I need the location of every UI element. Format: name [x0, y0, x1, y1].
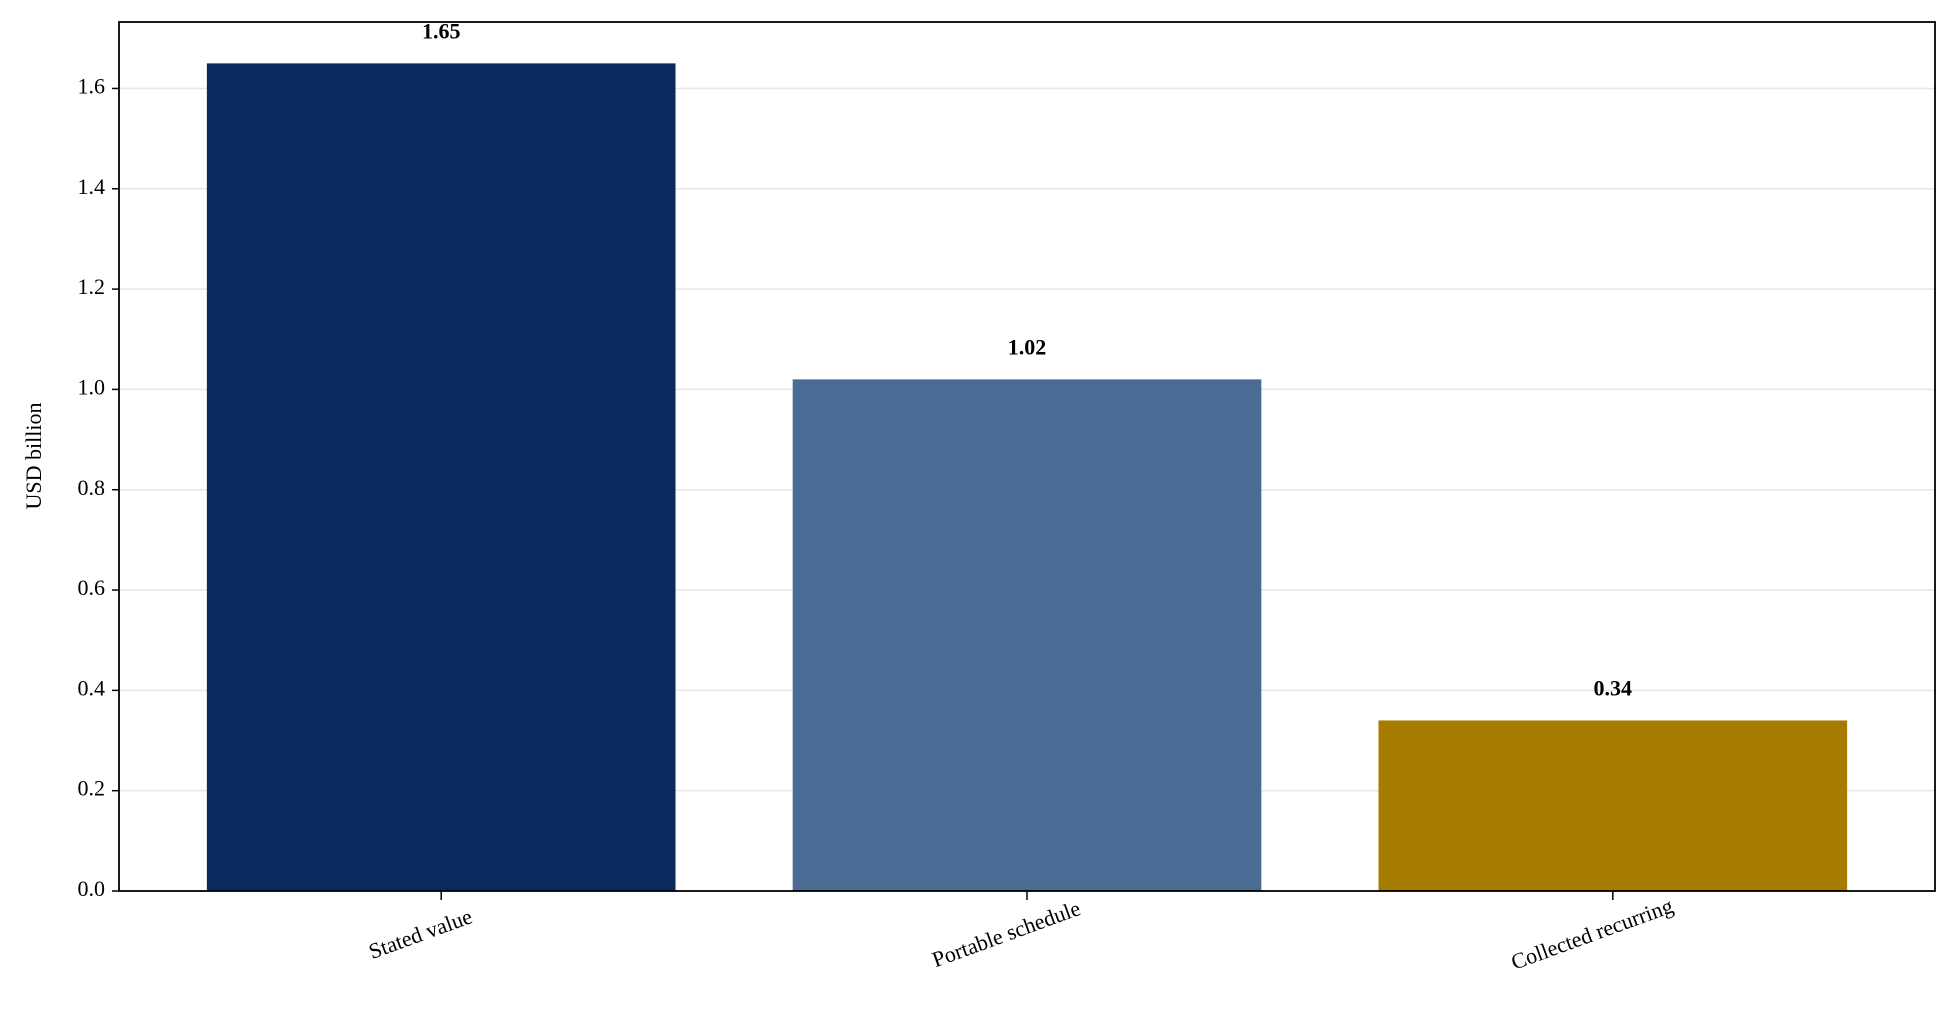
y-tick-label: 1.6 — [78, 74, 106, 99]
y-tick-label: 1.4 — [78, 174, 106, 199]
bar — [206, 63, 676, 891]
y-tick-label: 0.2 — [78, 776, 106, 801]
y-tick-label: 0.4 — [78, 675, 106, 700]
value-label: 0.34 — [1594, 676, 1633, 701]
x-tick-label: Collected recurring — [1508, 893, 1677, 975]
y-tick-label: 1.2 — [78, 274, 106, 299]
x-tick-label: Stated value — [365, 903, 475, 963]
y-axis-label: USD billion — [21, 403, 46, 510]
bar — [792, 379, 1262, 891]
plot-frame — [118, 21, 1936, 892]
value-label: 1.02 — [1008, 334, 1047, 359]
x-tick-label: Portable schedule — [929, 895, 1084, 972]
y-tick-label: 0.6 — [78, 575, 106, 600]
y-tick-label: 1.0 — [78, 374, 106, 399]
y-tick-label: 0.8 — [78, 475, 106, 500]
bar — [1378, 720, 1848, 891]
y-tick-label: 0.0 — [78, 876, 106, 901]
